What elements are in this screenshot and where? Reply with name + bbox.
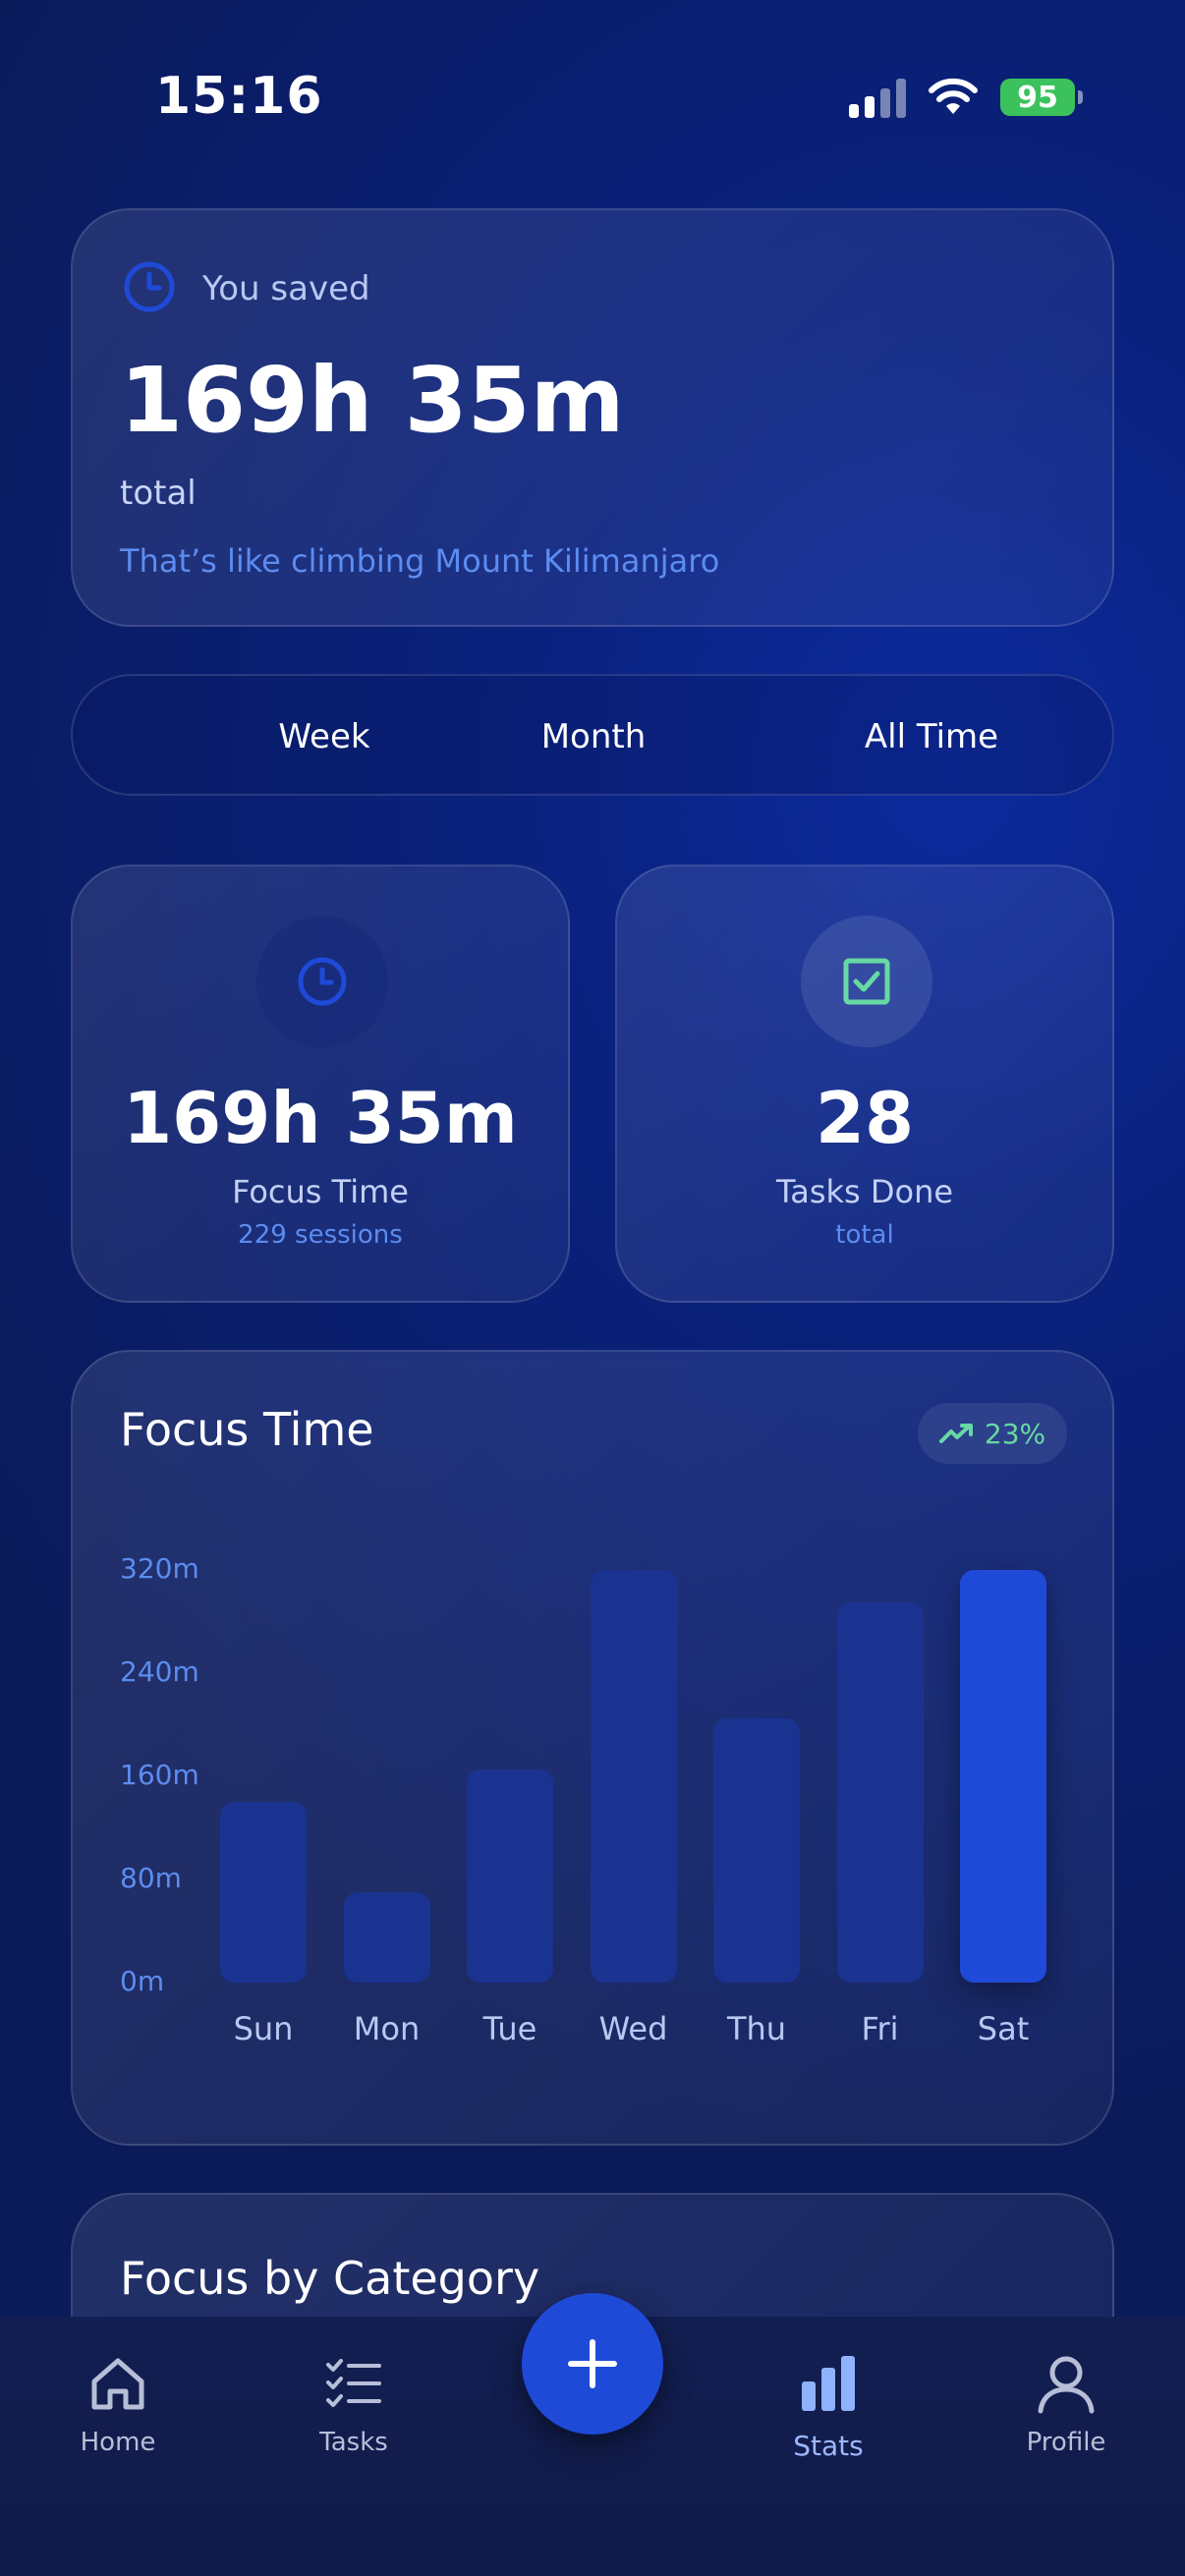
period-month[interactable]: Month	[540, 717, 647, 756]
period-week[interactable]: Week	[278, 717, 370, 756]
clock-icon	[298, 957, 347, 1006]
trend-value: 23%	[984, 1417, 1046, 1450]
nav-profile-label: Profile	[1026, 2428, 1106, 2457]
nav-home[interactable]: Home	[20, 2352, 216, 2457]
bar-thu[interactable]	[713, 1717, 800, 1983]
home-icon	[91, 2358, 144, 2410]
x-axis-tick: Thu	[726, 2010, 787, 2047]
trending-up-icon	[938, 1424, 973, 1443]
category-title: Focus by Category	[120, 2252, 540, 2305]
nav-tasks[interactable]: Tasks	[255, 2352, 452, 2457]
tasks-done-sub: total	[835, 1220, 894, 1250]
bar-tue[interactable]	[467, 1769, 553, 1983]
x-axis-tick: Fri	[861, 2010, 899, 2047]
y-axis-tick: 160m	[120, 1759, 199, 1791]
tasks-icon-badge	[801, 916, 932, 1047]
wifi-icon	[929, 78, 978, 114]
saved-qualifier: total	[120, 474, 197, 513]
nav-home-label: Home	[80, 2428, 156, 2457]
clock-icon	[124, 261, 175, 312]
focus-time-value: 169h 35m	[123, 1077, 518, 1159]
period-selector: Week Month All Time	[71, 674, 1114, 796]
bar-wed[interactable]	[590, 1570, 677, 1983]
bar-sat[interactable]	[960, 1570, 1046, 1983]
battery-icon: 95	[1000, 79, 1083, 116]
bar-sun[interactable]	[220, 1802, 307, 1983]
x-axis-tick: Wed	[598, 2010, 668, 2047]
y-axis-tick: 240m	[120, 1655, 199, 1688]
time-saved-card: You saved 169h 35m total That’s like cli…	[71, 208, 1114, 627]
y-axis-tick: 80m	[120, 1862, 182, 1894]
saved-value: 169h 35m	[120, 348, 625, 453]
bar-chart-icon	[802, 2356, 855, 2411]
checkbox-checked-icon	[843, 958, 890, 1005]
bar-fri[interactable]	[836, 1601, 924, 1983]
saved-comparison: That’s like climbing Mount Kilimanjaro	[120, 542, 720, 580]
period-all-time[interactable]: All Time	[864, 717, 999, 756]
plus-icon	[568, 2339, 617, 2388]
focus-sessions-count: 229 sessions	[238, 1220, 403, 1250]
battery-level: 95	[1017, 80, 1058, 115]
nav-profile[interactable]: Profile	[968, 2352, 1164, 2457]
person-icon	[1038, 2356, 1095, 2414]
chart-title: Focus Time	[120, 1403, 374, 1456]
x-axis-tick: Mon	[353, 2010, 421, 2047]
cellular-signal-icon	[849, 77, 908, 118]
status-bar: 15:16 95	[0, 0, 1185, 187]
bar-mon[interactable]	[343, 1892, 430, 1983]
focus-icon-badge	[256, 916, 388, 1047]
nav-tasks-label: Tasks	[319, 2428, 388, 2457]
x-axis-tick: Tue	[482, 2010, 537, 2047]
y-axis-tick: 0m	[120, 1965, 165, 1997]
nav-stats-label: Stats	[793, 2430, 864, 2462]
tasks-done-label: Tasks Done	[775, 1173, 954, 1210]
tasks-done-value: 28	[815, 1077, 915, 1159]
add-button[interactable]	[522, 2293, 663, 2435]
x-axis-tick: Sat	[977, 2010, 1030, 2047]
focus-time-stat-card[interactable]: 169h 35m Focus Time 229 sessions	[71, 865, 570, 1303]
checklist-icon	[326, 2359, 381, 2407]
y-axis-tick: 320m	[120, 1552, 199, 1585]
saved-label: You saved	[202, 269, 370, 308]
nav-stats[interactable]: Stats	[730, 2352, 927, 2462]
status-time: 15:16	[155, 67, 323, 126]
focus-time-label: Focus Time	[232, 1173, 409, 1210]
focus-time-chart-card: Focus Time 23% 320m 240m 160m 80m 0m Sun Mon Tu…	[71, 1350, 1114, 2146]
tasks-done-stat-card[interactable]: 28 Tasks Done total	[615, 865, 1114, 1303]
x-axis-tick: Sun	[233, 2010, 294, 2047]
trend-badge: 23%	[918, 1403, 1067, 1464]
